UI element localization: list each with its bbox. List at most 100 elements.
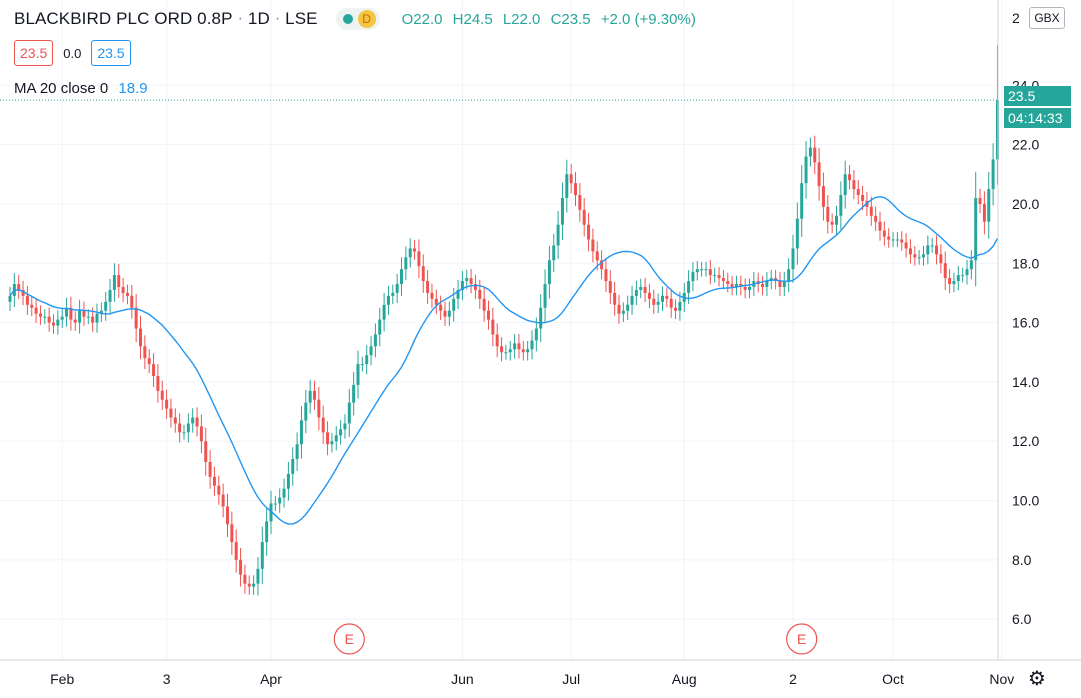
candle [30,296,34,317]
candle [256,556,260,596]
candle-body [661,295,664,302]
candle [400,257,403,296]
candle-body [626,304,630,311]
candle [73,311,77,331]
candle-body [334,435,338,442]
candle [830,213,834,233]
candle [869,196,873,226]
candle [630,285,634,315]
gear-icon[interactable]: ⚙ [1028,668,1046,690]
ma-value: 18.9 [118,80,148,97]
market-status[interactable]: D [335,8,380,30]
candle [260,526,264,585]
candle-body [848,174,852,181]
bar-countdown: 04:14:33 [1004,108,1071,128]
candle-body [91,316,95,323]
candle [82,301,86,326]
candle-body [25,295,29,305]
candle [426,270,430,304]
ohlc-values: O22.0 H24.5 L22.0 C23.5 +2.0 (+9.30%) [402,11,702,28]
candle [265,507,269,556]
candle-body [726,281,730,285]
candle-body [700,269,704,271]
candle-body [778,281,782,287]
earnings-marker-label: E [797,631,806,647]
candle [321,405,325,445]
candle [347,389,351,438]
candle [491,307,495,347]
candle-body [73,319,77,323]
candle [782,271,786,297]
candle-body [460,281,464,290]
earnings-marker-circle [786,623,818,655]
candle-body [339,429,343,436]
candle-body [400,269,403,285]
candle-body [195,417,199,427]
candle-body [791,248,795,270]
candle-body [473,284,477,290]
candle-body [830,221,834,225]
time-tick-label: Feb [50,671,74,687]
candle-body [156,375,160,391]
candle [186,413,190,443]
candle-body [326,432,330,445]
candle [356,350,360,399]
candle [530,330,534,360]
currency-button[interactable]: GBX [1029,7,1065,29]
candle [704,261,708,277]
candle-body [978,197,982,204]
price-axis[interactable]: 24.022.020.018.016.014.012.010.08.06.0 [1012,77,1039,627]
candle [130,284,134,319]
symbol-title[interactable]: BLACKBIRD PLC ORD 0.8P [14,9,233,28]
candle [965,259,969,285]
buy-price-button[interactable]: 23.5 [91,40,131,66]
sell-price-button[interactable]: 23.5 [14,40,54,66]
interval-label[interactable]: 1D [247,9,270,28]
candle [908,239,912,264]
candle-body [691,272,695,282]
candle-body [534,328,538,341]
candle-body [943,263,947,279]
candle-body [948,278,952,285]
candle-body [121,286,125,293]
candle-body [321,417,325,433]
candle [978,188,982,214]
candle [169,398,173,428]
price-tick-label: 10.0 [1012,493,1039,509]
candle-body [52,322,55,326]
candle [34,298,38,323]
candle-body [199,426,203,442]
candle-body [995,100,999,160]
candle [286,462,290,501]
close-value: C23.5 [550,10,591,28]
candle-body [487,310,490,320]
candle-body [508,349,512,353]
candle-body [395,284,399,293]
candle-body [556,224,560,246]
candle-body [143,346,147,359]
candle-body [600,260,604,270]
candle-body [721,278,725,282]
earnings-marker[interactable]: E [333,623,365,655]
candle-body [543,284,547,308]
candle [212,466,216,496]
candle-body [160,390,164,400]
price-tick-label: 16.0 [1012,315,1039,331]
candle [156,364,160,403]
earnings-marker[interactable]: E [786,623,818,655]
time-axis[interactable]: Feb 3 Apr Jun Jul Aug 2 Oct Nov [50,671,1014,687]
candle [574,172,577,206]
candle-body [595,251,599,261]
ma-legend[interactable]: MA 20 close 0 18.9 [14,80,148,97]
candle-body [495,334,499,347]
candle-body [613,292,617,305]
candle [317,386,321,431]
candle-body [587,224,591,240]
candle [178,413,182,443]
candle-body [378,319,382,335]
candle-body [578,195,582,210]
candle-body [443,310,447,317]
candle-body [282,488,286,498]
